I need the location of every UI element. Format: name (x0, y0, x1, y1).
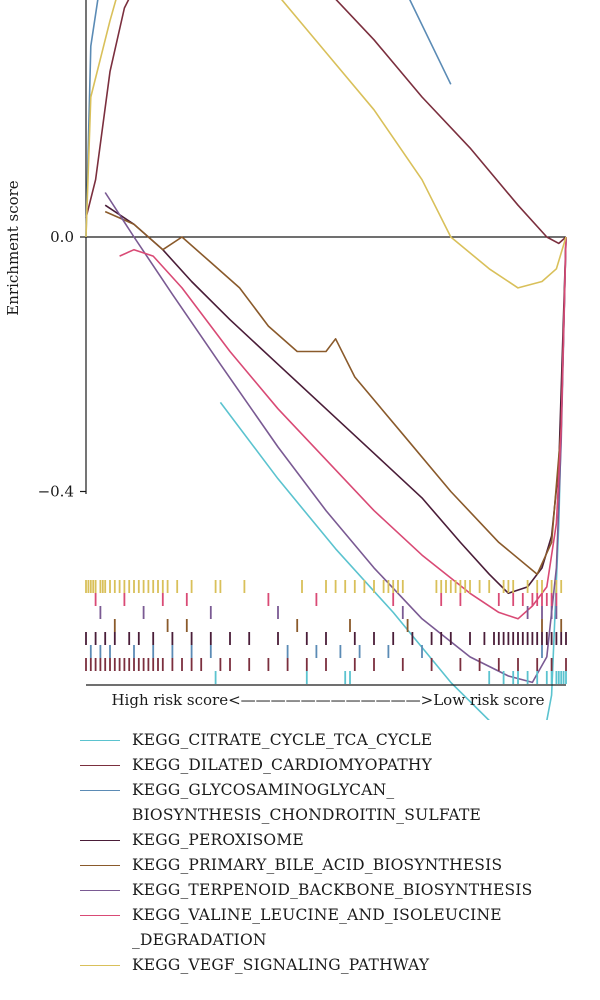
series-line-2 (85, 0, 567, 245)
gene-hit-rug (85, 580, 567, 684)
rug-row-3 (99, 606, 558, 619)
legend-label: KEGG_PEROXISOME (132, 831, 304, 849)
series-line-7 (119, 236, 567, 620)
legend-swatch (80, 965, 120, 966)
legend-item: KEGG_DILATED_CARDIOMYOPATHY (80, 753, 600, 778)
legend-swatch (80, 915, 120, 916)
legend-label: KEGG_PRIMARY_BILE_ACID_BIOSYNTHESIS (132, 856, 503, 874)
series-line-8 (85, 0, 567, 289)
legend-swatch (80, 740, 120, 741)
series-lines (85, 0, 567, 720)
legend-label: KEGG_VALINE_LEUCINE_AND_ISOLEUCINE _DEGR… (132, 906, 502, 949)
rug-row-8 (214, 671, 567, 684)
rug-row-4 (113, 619, 563, 632)
rug-row-1 (85, 580, 563, 593)
legend-label: KEGG_GLYCOSAMINOGLYCAN_ BIOSYNTHESIS_CHO… (132, 781, 482, 824)
legend-swatch (80, 765, 120, 766)
legend-label: KEGG_VEGF_SIGNALING_PATHWAY (132, 956, 430, 974)
series-line-5 (104, 210, 567, 576)
y-tick-label: −0.4 (38, 483, 74, 501)
series-line-1 (219, 236, 567, 720)
series-line-6 (104, 192, 567, 684)
legend-label: KEGG_CITRATE_CYCLE_TCA_CYCLE (132, 731, 433, 749)
y-tick-label: 0.0 (50, 228, 74, 246)
rug-row-7 (85, 658, 567, 671)
rug-row-2 (94, 593, 558, 606)
legend-label: KEGG_DILATED_CARDIOMYOPATHY (132, 756, 433, 774)
y-axis-ticks: 0.40.0−0.4−0.8 (38, 228, 86, 501)
series-line-3 (85, 0, 452, 238)
legend-swatch (80, 840, 120, 841)
gsea-enrichment-chart: 0.40.0−0.4−0.8 Enrichment score High ris… (4, 0, 567, 720)
series-line-4 (104, 204, 567, 595)
legend-item: KEGG_GLYCOSAMINOGLYCAN_ BIOSYNTHESIS_CHO… (80, 778, 600, 828)
rug-row-5 (85, 632, 567, 645)
legend-item: KEGG_VEGF_SIGNALING_PATHWAY (80, 953, 600, 978)
legend-item: KEGG_PRIMARY_BILE_ACID_BIOSYNTHESIS (80, 853, 600, 878)
legend: KEGG_CITRATE_CYCLE_TCA_CYCLE KEGG_DILATED… (80, 728, 600, 978)
legend-item: KEGG_PEROXISOME (80, 828, 600, 853)
legend-item: KEGG_TERPENOID_BACKBONE_BIOSYNTHESIS (80, 878, 600, 903)
plot-area: 0.40.0−0.4−0.8 (38, 0, 567, 720)
y-axis-title: Enrichment score (4, 180, 22, 315)
legend-swatch (80, 890, 120, 891)
legend-item: KEGG_VALINE_LEUCINE_AND_ISOLEUCINE _DEGR… (80, 903, 600, 953)
legend-swatch (80, 790, 120, 791)
x-axis-caption: High risk score<————————————>Low risk sc… (111, 691, 544, 709)
legend-label: KEGG_TERPENOID_BACKBONE_BIOSYNTHESIS (132, 881, 533, 899)
rug-row-6 (89, 645, 543, 658)
legend-item: KEGG_CITRATE_CYCLE_TCA_CYCLE (80, 728, 600, 753)
legend-swatch (80, 865, 120, 866)
